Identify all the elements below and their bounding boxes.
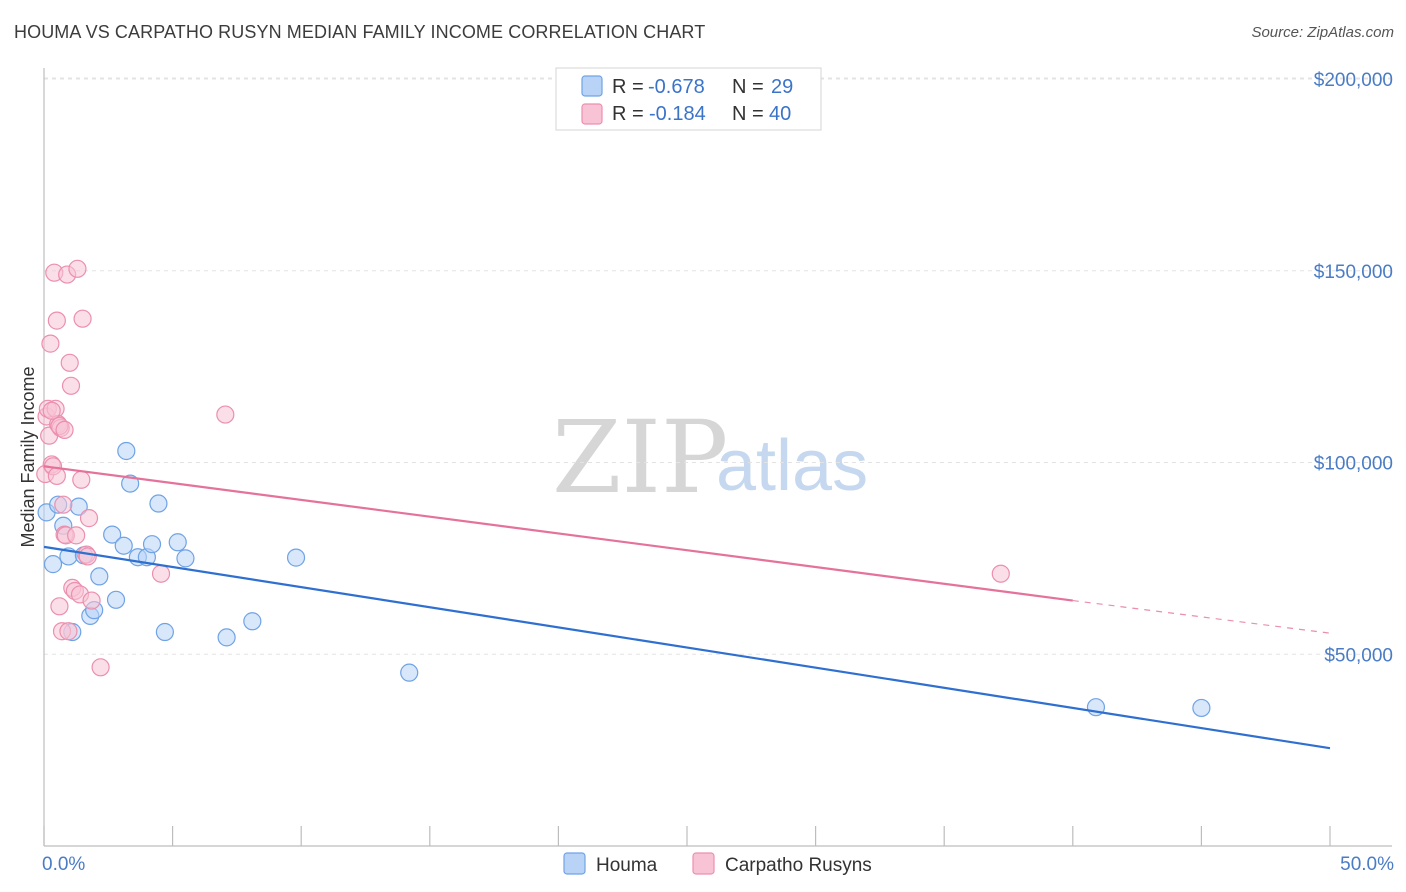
point-carpatho-rusyn-34 [216, 405, 235, 424]
point-carpatho-rusyn-20 [61, 376, 81, 395]
legend-r-value-houma: -0.678 [648, 76, 705, 98]
legend-n-label-carpatho-rusyns: N = [732, 103, 764, 125]
x-tick-label-max: 50.0% [1340, 854, 1394, 875]
point-carpatho-rusyn-39 [55, 420, 74, 440]
watermark-atlas: atlas [716, 426, 868, 506]
legend-r-label-houma: R = [612, 76, 644, 98]
legend-n-value-houma: 29 [771, 76, 793, 98]
series-legend-swatch-carpatho-rusyns [692, 852, 715, 875]
stats-legend: R = -0.678 N = 29 R = -0.184 N = 40 [555, 67, 822, 131]
point-carpatho-rusyn-29 [78, 547, 97, 566]
point-houma-1 [43, 555, 63, 574]
point-carpatho-rusyn-11 [50, 597, 69, 616]
point-houma-26 [400, 663, 419, 682]
point-carpatho-rusyn-19 [60, 353, 79, 372]
series-legend-label-carpatho-rusyns: Carpatho Rusyns [725, 855, 872, 876]
point-houma-18 [142, 535, 162, 554]
point-houma-28 [1192, 698, 1211, 718]
legend-n-label-houma: N = [732, 76, 764, 98]
trend-line-carpatho-rusyns [43, 465, 1073, 602]
chart-title: HOUMA VS CARPATHO RUSYN MEDIAN FAMILY IN… [14, 22, 706, 42]
point-houma-12 [106, 590, 126, 609]
x-ticks [43, 826, 1331, 846]
series-legend-label-houma: Houma [596, 855, 658, 876]
point-houma-15 [121, 474, 140, 493]
point-houma-13 [114, 536, 133, 555]
axes [43, 68, 1392, 847]
trend-line-houma [43, 545, 1331, 750]
point-carpatho-rusyn-26 [72, 470, 91, 489]
point-houma-21 [168, 533, 187, 552]
legend-swatch-houma [581, 75, 603, 97]
point-carpatho-rusyn-23 [67, 526, 86, 545]
point-carpatho-rusyn-35 [991, 564, 1010, 583]
point-carpatho-rusyn-30 [79, 509, 99, 528]
y-tick-label-200000: $200,000 [1314, 70, 1393, 91]
point-houma-25 [286, 548, 306, 567]
point-houma-23 [217, 628, 236, 647]
watermark: ZIP atlas [552, 399, 868, 516]
y-tick-label-150000: $150,000 [1314, 262, 1393, 283]
series-legend: Houma Carpatho Rusyns [563, 852, 872, 876]
point-carpatho-rusyn-33 [151, 564, 171, 583]
gridlines [44, 77, 1392, 655]
houma-points [37, 441, 1211, 718]
x-tick-label-min: 0.0% [42, 854, 85, 875]
y-tick-label-50000: $50,000 [1324, 645, 1393, 666]
point-carpatho-rusyn-14 [54, 495, 73, 514]
watermark-zip: ZIP [552, 399, 728, 516]
point-houma-14 [117, 441, 136, 461]
y-tick-labels: $50,000 $100,000 $150,000 $200,000 [1314, 70, 1393, 666]
point-carpatho-rusyn-27 [73, 309, 92, 328]
point-houma-22 [176, 549, 195, 568]
legend-swatch-carpatho-rusyns [581, 103, 603, 125]
series-legend-swatch-houma [563, 852, 586, 875]
chart-source: Source: ZipAtlas.com [1251, 24, 1394, 41]
point-carpatho-rusyn-37 [47, 466, 66, 486]
point-carpatho-rusyn-4 [41, 334, 60, 353]
point-carpatho-rusyn-9 [47, 311, 66, 330]
point-houma-10 [90, 567, 109, 586]
y-tick-label-100000: $100,000 [1314, 454, 1393, 475]
trend-line-extension-carpatho-rusyns [1072, 599, 1331, 634]
point-carpatho-rusyn-18 [59, 622, 78, 641]
y-axis-label: Median Family Income [18, 366, 38, 547]
point-houma-19 [149, 494, 168, 513]
point-houma-20 [155, 622, 174, 642]
point-carpatho-rusyn-24 [68, 259, 87, 278]
point-carpatho-rusyn-36 [42, 401, 61, 420]
point-carpatho-rusyn-31 [82, 591, 101, 610]
legend-r-value-carpatho-rusyns: -0.184 [649, 103, 706, 125]
point-houma-11 [103, 525, 122, 544]
carpatho-rusyn-points [36, 259, 1010, 677]
trend-lines [43, 465, 1331, 750]
legend-n-value-carpatho-rusyns: 40 [769, 103, 791, 125]
point-houma-24 [243, 612, 262, 631]
legend-r-label-carpatho-rusyns: R = [612, 103, 644, 125]
point-carpatho-rusyn-32 [91, 658, 110, 677]
